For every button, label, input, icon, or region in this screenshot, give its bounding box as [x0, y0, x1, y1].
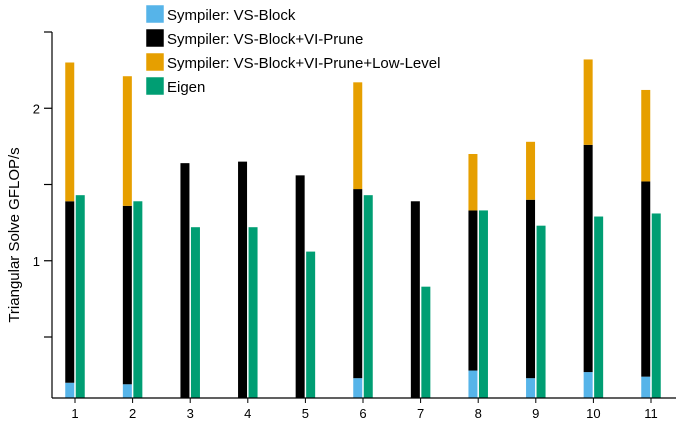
bar-eigen-cat-3 [190, 227, 200, 398]
legend: Sympiler: VS-Block Sympiler: VS-Block+VI-… [145, 4, 440, 96]
y-axis-title: Triangular Solve GFLOP/s [6, 147, 23, 322]
bar-sympiler-2-cat-2 [122, 205, 132, 385]
legend-swatch [145, 52, 165, 72]
bar-sympiler-2-cat-11 [641, 181, 651, 377]
bar-sympiler-2-cat-6 [353, 189, 363, 379]
bar-eigen-cat-8 [478, 210, 488, 398]
bar-sympiler-3-cat-8 [468, 154, 478, 211]
bar-sympiler-3-cat-11 [641, 89, 651, 182]
bar-sympiler-3-cat-6 [353, 82, 363, 190]
legend-swatch [145, 4, 165, 24]
x-tick-label: 3 [187, 406, 194, 421]
bar-sympiler-2-cat-10 [583, 144, 593, 373]
x-tick-label: 5 [302, 406, 309, 421]
bar-sympiler-3-cat-1 [65, 62, 75, 202]
bar-eigen-cat-9 [536, 225, 546, 398]
bar-sympiler-2-cat-8 [468, 210, 478, 371]
bar-sympiler-1-cat-2 [122, 384, 132, 398]
bar-sympiler-1-cat-6 [353, 378, 363, 398]
bar-eigen-cat-6 [363, 195, 373, 398]
y-tick-label: 2 [33, 101, 40, 116]
x-tick-label: 8 [475, 406, 482, 421]
legend-label: Sympiler: VS-Block [167, 7, 296, 24]
x-tick-label: 6 [359, 406, 366, 421]
bar-sympiler-1-cat-11 [641, 376, 651, 398]
bar-sympiler-2-cat-4 [238, 161, 248, 398]
bar-eigen-cat-11 [651, 213, 661, 398]
bar-eigen-cat-2 [133, 201, 143, 398]
x-tick-label: 9 [532, 406, 539, 421]
bar-eigen-cat-7 [421, 286, 431, 398]
x-tick-label: 7 [417, 406, 424, 421]
x-tick-label: 10 [586, 406, 600, 421]
bar-sympiler-2-cat-7 [410, 201, 420, 398]
x-tick-label: 11 [644, 406, 658, 421]
bar-sympiler-3-cat-10 [583, 59, 593, 145]
bar-sympiler-3-cat-9 [526, 141, 536, 200]
bar-eigen-cat-5 [306, 251, 316, 398]
bars [65, 59, 661, 398]
bar-eigen-cat-1 [75, 195, 85, 398]
x-tick-label: 4 [244, 406, 251, 421]
bar-sympiler-2-cat-1 [65, 201, 75, 383]
bar-sympiler-1-cat-8 [468, 370, 478, 398]
bar-sympiler-2-cat-3 [180, 163, 190, 398]
bar-sympiler-3-cat-2 [122, 76, 132, 206]
bar-sympiler-1-cat-1 [65, 382, 75, 398]
legend-label: Eigen [167, 79, 205, 96]
x-tick-label: 1 [71, 406, 78, 421]
legend-swatch [145, 28, 165, 48]
bar-eigen-cat-10 [594, 216, 604, 398]
bar-sympiler-1-cat-9 [526, 378, 536, 398]
legend-label: Sympiler: VS-Block+VI-Prune [167, 31, 363, 48]
y-tick-label: 1 [33, 254, 40, 269]
bar-sympiler-2-cat-5 [295, 175, 305, 398]
bar-eigen-cat-4 [248, 227, 258, 398]
legend-label: Sympiler: VS-Block+VI-Prune+Low-Level [167, 55, 440, 72]
bar-sympiler-1-cat-10 [583, 372, 593, 398]
x-tick-label: 2 [129, 406, 136, 421]
legend-swatch [145, 76, 165, 96]
bar-sympiler-2-cat-9 [526, 199, 536, 379]
